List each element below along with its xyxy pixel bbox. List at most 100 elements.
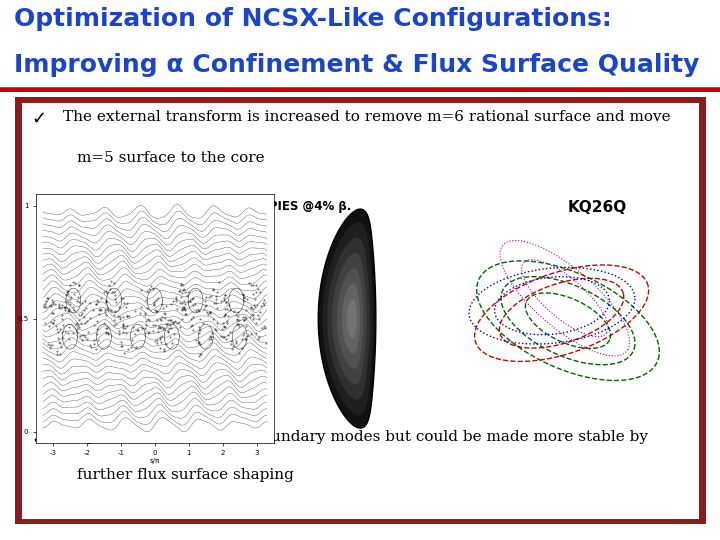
Point [141, 304, 153, 313]
Point [176, 289, 188, 298]
Point [220, 298, 232, 307]
Point [249, 303, 261, 312]
Point [220, 322, 231, 331]
Text: Improving α Confinement & Flux Surface Quality: Improving α Confinement & Flux Surface Q… [14, 53, 700, 77]
Point [176, 306, 187, 315]
Point [73, 323, 84, 332]
Point [99, 308, 111, 317]
Point [73, 281, 85, 289]
Point [131, 326, 143, 334]
Point [40, 319, 51, 328]
Point [220, 297, 232, 306]
Point [174, 299, 185, 308]
Point [99, 306, 111, 314]
Point [205, 292, 217, 300]
Point [72, 321, 84, 330]
Point [41, 294, 53, 302]
Point [104, 285, 116, 293]
Point [63, 307, 75, 315]
Point [252, 284, 264, 293]
Text: m=5 surface to the core: m=5 surface to the core [76, 151, 264, 165]
Point [152, 293, 163, 302]
Point [177, 281, 189, 290]
Point [47, 319, 58, 327]
Point [77, 331, 89, 340]
Point [78, 306, 90, 314]
Point [228, 341, 239, 350]
Point [68, 306, 79, 314]
Point [73, 298, 85, 307]
Point [139, 323, 150, 332]
Point [76, 336, 88, 345]
Point [149, 321, 161, 329]
Point [117, 313, 129, 322]
Point [64, 294, 76, 303]
Point [71, 297, 83, 306]
Point [253, 333, 264, 342]
Point [63, 290, 74, 299]
Point [210, 326, 222, 334]
Point [91, 299, 102, 308]
Point [155, 323, 166, 332]
Point [230, 337, 242, 346]
Point [233, 321, 245, 330]
Point [218, 333, 230, 341]
Point [126, 335, 138, 344]
Point [233, 320, 244, 329]
Point [92, 298, 104, 307]
Point [62, 307, 73, 315]
Point [163, 323, 174, 332]
Point [178, 302, 189, 311]
Point [158, 303, 169, 312]
Point [156, 332, 168, 340]
Point [165, 323, 176, 332]
Point [118, 298, 130, 307]
Point [250, 319, 261, 327]
Point [179, 305, 190, 314]
Point [101, 289, 112, 298]
Point [91, 316, 103, 325]
Polygon shape [346, 299, 357, 338]
Point [202, 309, 214, 318]
Point [80, 303, 91, 312]
Point [45, 317, 57, 326]
Point [258, 323, 270, 332]
Point [154, 314, 166, 323]
Point [94, 305, 106, 313]
Point [42, 294, 54, 302]
Point [185, 315, 197, 323]
Point [186, 321, 198, 329]
Point [88, 340, 99, 349]
Point [174, 287, 186, 295]
Text: May be unstable to free-boundary modes but could be made more stable by: May be unstable to free-boundary modes b… [63, 430, 648, 444]
Point [50, 300, 61, 308]
Point [142, 315, 153, 323]
Point [112, 312, 124, 321]
Polygon shape [323, 222, 373, 415]
Point [177, 302, 189, 311]
Point [56, 310, 68, 319]
Point [55, 339, 66, 348]
Point [166, 339, 178, 347]
Point [176, 315, 188, 323]
Point [145, 281, 156, 290]
Point [53, 302, 65, 311]
Point [152, 315, 163, 324]
Point [238, 290, 249, 299]
Point [256, 302, 267, 310]
Point [109, 291, 121, 300]
Point [210, 325, 221, 333]
Point [238, 293, 250, 302]
Point [100, 296, 112, 305]
Point [258, 295, 269, 304]
Point [90, 300, 102, 309]
Point [168, 330, 179, 339]
Point [140, 295, 152, 304]
Point [84, 314, 96, 322]
Point [46, 341, 58, 349]
Point [253, 335, 264, 343]
Point [222, 312, 234, 321]
Point [130, 307, 141, 315]
Point [120, 328, 132, 337]
Point [98, 319, 109, 327]
